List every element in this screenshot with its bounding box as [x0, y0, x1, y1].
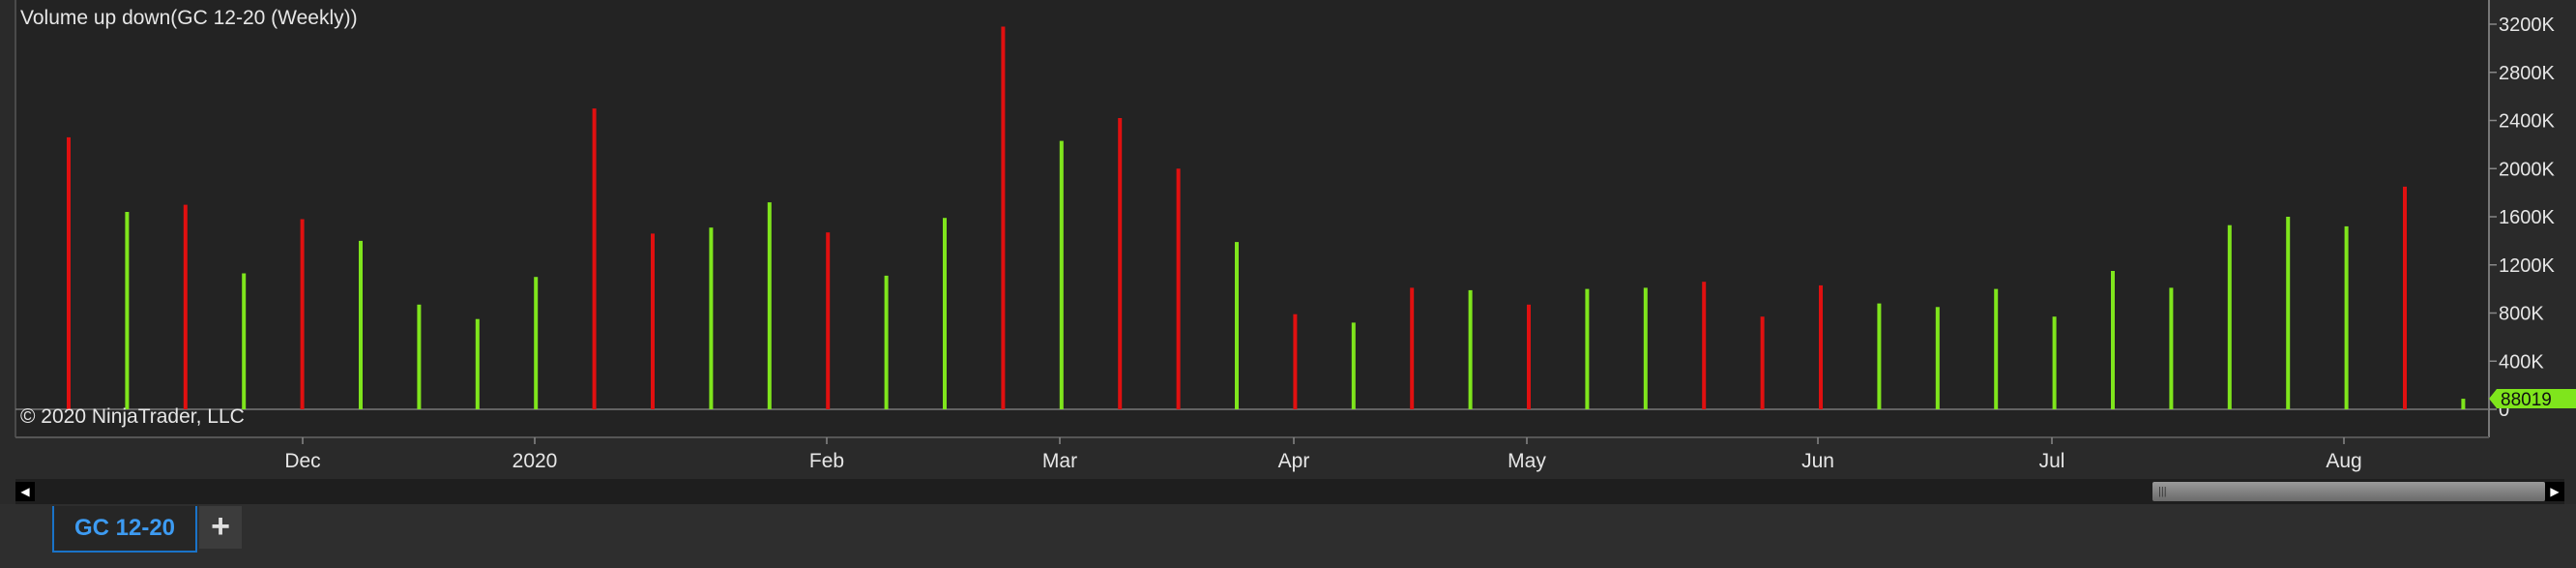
volume-bar-down	[67, 137, 71, 409]
x-tick-label: Apr	[1278, 450, 1310, 472]
plot-area	[15, 0, 2489, 437]
volume-bar-up	[417, 305, 421, 409]
volume-bar-up	[2228, 225, 2232, 409]
volume-bar-down	[651, 233, 655, 409]
tab-label: GC 12-20	[74, 515, 175, 542]
volume-bar-down	[1761, 316, 1765, 409]
x-tick-label: Jun	[1801, 450, 1834, 472]
volume-bar-up	[1060, 141, 1064, 409]
y-tick-label: 1600K	[2499, 207, 2555, 228]
x-tick-label: Feb	[809, 450, 844, 472]
volume-bar-up	[885, 276, 889, 409]
volume-bar-up	[1644, 287, 1648, 409]
volume-chart: 0400K800K1200K1600K2000K2400K2800K3200K …	[0, 0, 2576, 479]
volume-bar-up	[1352, 322, 1356, 409]
horizontal-scrollbar[interactable]: ◀ ||| ▶	[15, 479, 2564, 504]
volume-bar-up	[359, 241, 363, 409]
tab-gc-12-20[interactable]: GC 12-20	[52, 506, 197, 553]
volume-bar-down	[1293, 314, 1297, 409]
volume-bar-up	[1936, 307, 1940, 409]
x-tick-label: Aug	[2326, 450, 2361, 472]
x-tick-label: Jul	[2039, 450, 2065, 472]
volume-bar-up	[125, 212, 129, 409]
volume-bar-down	[1118, 118, 1122, 409]
x-tick-label: Mar	[1042, 450, 1077, 472]
x-tick-label: May	[1508, 450, 1546, 472]
y-tick-label: 800K	[2499, 304, 2544, 325]
y-tick-label: 3200K	[2499, 15, 2555, 36]
add-tab-button[interactable]: +	[199, 506, 242, 549]
x-tick-label: 2020	[512, 450, 558, 472]
plus-icon: +	[211, 508, 230, 545]
volume-bar-down	[593, 108, 597, 409]
volume-bar-up	[2286, 217, 2290, 409]
volume-bar-up	[1585, 289, 1589, 409]
volume-bar-down	[1527, 305, 1531, 409]
tab-bar: GC 12-20 +	[0, 504, 2576, 568]
y-tick-label: 2400K	[2499, 111, 2555, 133]
volume-bar-down	[1819, 285, 1823, 409]
last-value-label: 88019	[2501, 390, 2552, 410]
volume-bar-up	[709, 227, 713, 409]
volume-bar-down	[2403, 187, 2407, 409]
copyright-text: © 2020 NinjaTrader, LLC	[20, 405, 245, 428]
volume-bar-up	[1235, 242, 1239, 409]
chart-title: Volume up down(GC 12-20 (Weekly))	[20, 7, 358, 29]
volume-bar-up	[2461, 399, 2465, 409]
y-tick-label: 1200K	[2499, 255, 2555, 277]
volume-bar-down	[1410, 287, 1414, 409]
volume-bar-up	[943, 218, 947, 409]
volume-bar-up	[1877, 304, 1881, 410]
y-tick-label: 400K	[2499, 351, 2544, 373]
grip-icon: |||	[2158, 486, 2167, 497]
volume-bar-up	[2111, 271, 2115, 409]
volume-bar-up	[2345, 226, 2349, 409]
scroll-right-arrow-icon[interactable]: ▶	[2545, 482, 2564, 501]
volume-bar-up	[242, 274, 246, 410]
scroll-thumb[interactable]: |||	[2152, 482, 2545, 501]
volume-bar-up	[1469, 290, 1473, 409]
volume-bar-down	[184, 205, 188, 409]
volume-bar-up	[2053, 316, 2057, 409]
x-axis-ticks: Dec 2020 Feb Mar Apr May Jun Jul Aug	[284, 437, 2361, 472]
volume-bar-down	[1177, 168, 1181, 409]
last-value-badge: 88019	[2489, 389, 2576, 410]
volume-bar-down	[1702, 282, 1706, 409]
volume-bar-up	[476, 319, 480, 409]
volume-bar-down	[301, 220, 305, 410]
y-tick-label: 2000K	[2499, 159, 2555, 180]
volume-bar-down	[826, 232, 830, 409]
x-tick-label: Dec	[284, 450, 320, 472]
scroll-left-arrow-icon[interactable]: ◀	[15, 482, 35, 501]
volume-bar-up	[534, 277, 538, 409]
volume-bar-down	[1001, 27, 1005, 410]
volume-bar-up	[768, 202, 772, 409]
y-tick-label: 2800K	[2499, 63, 2555, 84]
volume-bar-up	[2169, 287, 2173, 409]
volume-bar-up	[1994, 289, 1998, 409]
